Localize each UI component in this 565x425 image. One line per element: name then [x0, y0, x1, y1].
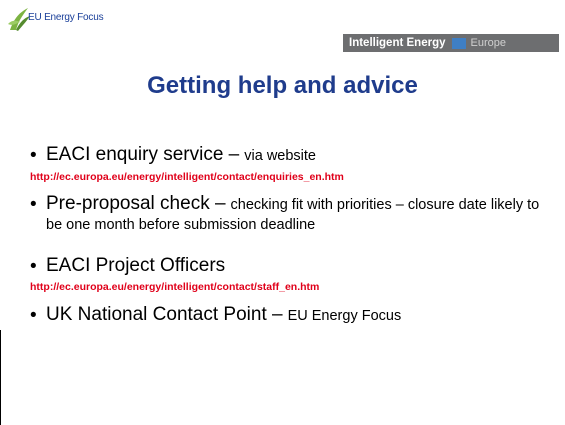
- logo-right: Intelligent Energy Europe: [343, 34, 559, 52]
- bullet: • Pre-proposal check – checking fit with …: [30, 194, 550, 235]
- bullet-main: UK National Contact Point –: [46, 304, 283, 325]
- bullet-link: http://ec.europa.eu/energy/intelligent/c…: [30, 281, 320, 293]
- logo-right-secondary: Europe: [470, 37, 506, 49]
- logo-right-icon: [451, 37, 466, 49]
- bullet: • EACI Project Officers: [30, 255, 550, 277]
- bullet-main: Pre-proposal check –: [46, 193, 226, 214]
- bullet: • UK National Contact Point – EU Energy F…: [30, 305, 550, 326]
- bullet-main: EACI enquiry service –: [46, 144, 240, 165]
- bullet: • EACI enquiry service – via website: [30, 145, 550, 166]
- bullet-detail: via website: [244, 148, 316, 164]
- bullet-main: EACI Project Officers: [46, 255, 226, 276]
- logo-right-primary: Intelligent Energy: [349, 37, 446, 49]
- logo-left-text: EU Energy Focus: [28, 12, 104, 23]
- slide-title: Getting help and advice: [147, 72, 418, 99]
- logo-left-label: EU Energy Focus: [28, 12, 104, 23]
- leaf-logo: [8, 8, 30, 31]
- bullet-dot: •: [30, 305, 37, 326]
- bullet-link: http://ec.europa.eu/energy/intelligent/c…: [30, 171, 344, 183]
- bullet-dot: •: [30, 256, 37, 277]
- bullet-detail: checking fit with priorities – closure d…: [46, 197, 540, 233]
- slide-edge: [0, 330, 1, 425]
- bullet-dot: •: [30, 194, 37, 215]
- bullet-dot: •: [30, 145, 37, 166]
- bullet-detail: EU Energy Focus: [287, 308, 402, 324]
